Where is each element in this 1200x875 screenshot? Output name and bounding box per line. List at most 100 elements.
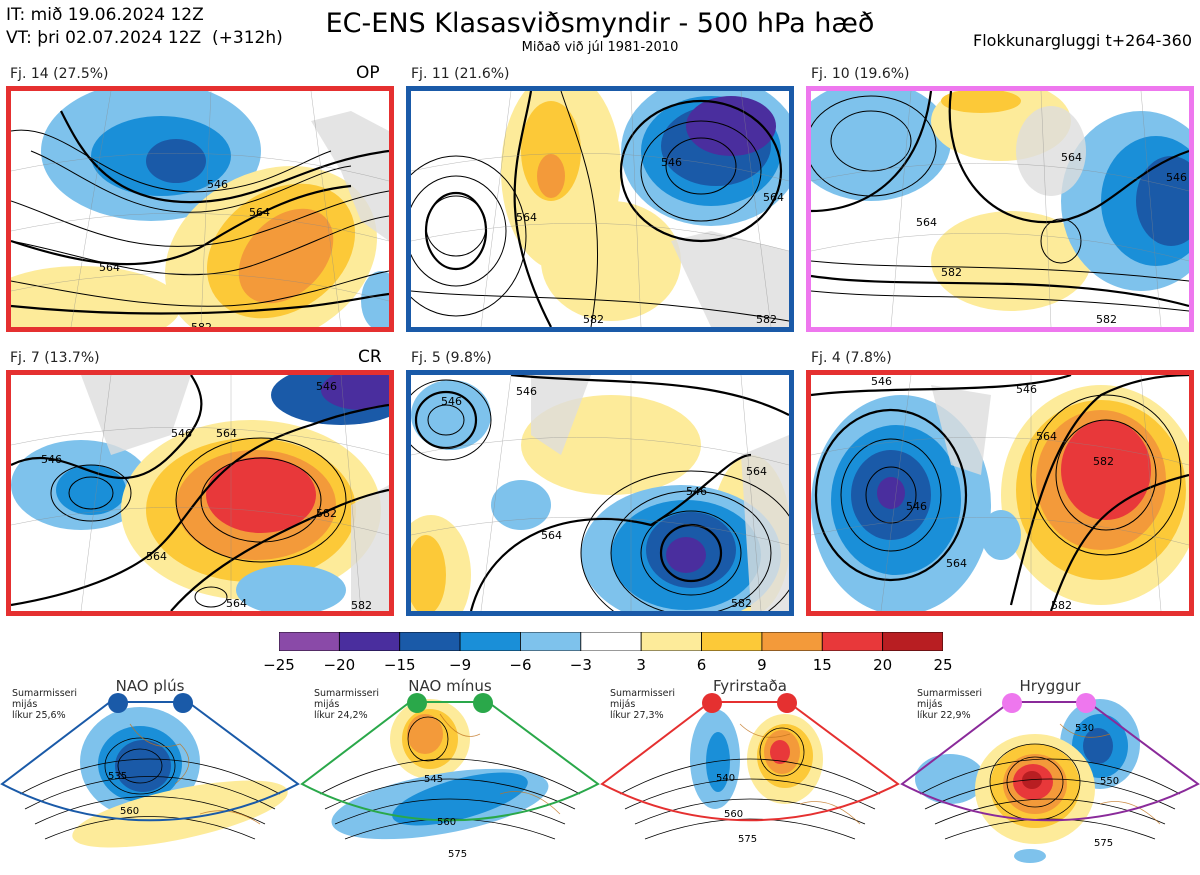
contour-label: 564 <box>1061 151 1082 164</box>
contour-label: 564 <box>763 191 784 204</box>
contour-label: 564 <box>746 465 767 478</box>
contour-label: 546 <box>871 375 892 388</box>
contour-label: 582 <box>941 266 962 279</box>
cluster-map-1: 546 564 564 582 <box>6 86 394 332</box>
regime-info-ridge: Sumarmisseri mijás líkur 22,9% <box>917 688 983 721</box>
contour-label: 546 <box>661 156 682 169</box>
colorbar-swatch <box>338 631 401 652</box>
classification-window: Flokkunargluggi t+264-360 <box>973 31 1192 50</box>
contour-label: 546 <box>1166 171 1187 184</box>
cluster-map-5: 546 546 546 564 564 582 <box>406 370 794 616</box>
contour-label: 582 <box>1051 599 1072 611</box>
colorbar-tick-label: 9 <box>757 656 767 674</box>
cluster-map-4: 546 546 546 564 564 582 582 564 <box>6 370 394 616</box>
colorbar-swatch <box>459 631 521 652</box>
valid-time: VT: þri 02.07.2024 12Z (+312h) <box>6 28 283 48</box>
colorbar-tick-label: −20 <box>323 656 356 674</box>
colorbar-tick-label: −6 <box>509 656 532 674</box>
regime-info-nao-plus: Sumarmisseri mijás líkur 25,6% <box>12 688 78 721</box>
contour-label: 564 <box>146 550 167 563</box>
contour-label: 575 <box>1094 838 1113 849</box>
panel-1-label: Fj. 14 (27.5%) <box>10 66 109 82</box>
colorbar-tick-label: −15 <box>383 656 416 674</box>
panel-2-label: Fj. 11 (21.6%) <box>411 66 510 82</box>
contour-label: 535 <box>108 771 127 782</box>
contour-label: 582 <box>351 599 372 611</box>
page-subtitle: Miðað við júl 1981-2010 <box>521 40 679 55</box>
colorbar-tick-label: −25 <box>263 656 295 674</box>
contour-label: 546 <box>41 453 62 466</box>
contour-label: 546 <box>171 427 192 440</box>
cluster-map-3: 564 546 564 582 582 <box>806 86 1194 332</box>
cluster-map-6: 546 546 564 582 546 564 582 <box>806 370 1194 616</box>
colorbar-tick-label: 6 <box>696 656 707 674</box>
contour-label: 564 <box>516 211 537 224</box>
contour-label: 564 <box>99 261 120 274</box>
contour-label: 546 <box>906 500 927 513</box>
regime-fans: 535 560 545 560 575 <box>0 693 1200 863</box>
contour-label: 564 <box>216 427 237 440</box>
colorbar-swatch <box>640 631 702 652</box>
regime-name-blocking: Fyrirstaða <box>713 677 787 695</box>
contour-label: 546 <box>207 178 228 191</box>
contour-label: 582 <box>1093 455 1114 468</box>
panel-5-label: Fj. 5 (9.8%) <box>411 350 492 366</box>
panel-4-tag: CR <box>358 347 382 367</box>
contour-label: 564 <box>916 216 937 229</box>
colorbar-swatch <box>278 631 340 652</box>
init-time: IT: mið 19.06.2024 12Z <box>6 5 204 25</box>
colorbar-swatch <box>580 631 642 652</box>
contour-label: 560 <box>120 806 139 817</box>
panel-4-label: Fj. 7 (13.7%) <box>10 350 100 366</box>
contour-label: 564 <box>1036 430 1057 443</box>
panel-1-tag: OP <box>356 63 380 83</box>
contour-label: 546 <box>316 380 337 393</box>
colorbar-tick-label: 20 <box>873 656 893 674</box>
contour-label: 564 <box>946 557 967 570</box>
colorbar-swatches <box>278 631 944 652</box>
contour-label: 582 <box>191 321 212 327</box>
colorbar <box>278 631 944 652</box>
regime-name-ridge: Hryggur <box>1019 677 1081 695</box>
colorbar-tick-label: −3 <box>569 656 592 674</box>
regimes-row: 535 560 545 560 575 <box>0 684 1200 871</box>
cluster-map-2: 546 564 564 582 582 <box>406 86 794 332</box>
contour-label: 582 <box>731 597 752 610</box>
contour-label: 546 <box>441 395 462 408</box>
contour-label: 546 <box>1016 383 1037 396</box>
contour-label: 582 <box>316 507 337 520</box>
colorbar-tick-label: 3 <box>636 656 646 674</box>
colorbar-swatch <box>882 631 944 652</box>
panel-6-label: Fj. 4 (7.8%) <box>811 350 892 366</box>
contour-label: 582 <box>1096 313 1117 326</box>
contour-label: 545 <box>424 774 443 785</box>
contour-label: 582 <box>756 313 777 326</box>
colorbar-swatch <box>701 631 763 652</box>
regime-name-nao-minus: NAO mínus <box>408 677 492 695</box>
contour-label: 582 <box>583 313 604 326</box>
panel-3-label: Fj. 10 (19.6%) <box>811 66 910 82</box>
contour-label: 575 <box>448 849 467 860</box>
regime-fan-2: 545 560 575 <box>300 693 600 860</box>
regime-info-blocking: Sumarmisseri mijás líkur 27,3% <box>610 688 676 721</box>
page-title: EC-ENS Klasasviðsmyndir - 500 hPa hæð <box>325 8 875 39</box>
colorbar-swatch <box>821 631 884 652</box>
regime-fan-1: 535 560 <box>0 693 300 848</box>
contour-label: 564 <box>226 597 247 610</box>
contour-label: 550 <box>1100 776 1119 787</box>
contour-label: 540 <box>716 773 735 784</box>
contour-label: 546 <box>516 385 537 398</box>
colorbar-swatch <box>520 631 582 652</box>
regime-fan-4: 530 550 575 <box>900 693 1200 863</box>
contour-label: 530 <box>1075 723 1094 734</box>
contour-label: 575 <box>738 834 757 845</box>
colorbar-tick-label: 15 <box>812 656 832 674</box>
contour-label: 564 <box>249 206 270 219</box>
contour-label: 564 <box>541 529 562 542</box>
contour-label: 560 <box>724 809 743 820</box>
colorbar-tick-label: 25 <box>933 656 953 674</box>
contour-label: 560 <box>437 817 456 828</box>
colorbar-swatch <box>761 631 823 652</box>
regime-info-nao-minus: Sumarmisseri mijás líkur 24,2% <box>314 688 380 721</box>
header-times: IT: mið 19.06.2024 12Z VT: þri 02.07.202… <box>6 4 283 50</box>
